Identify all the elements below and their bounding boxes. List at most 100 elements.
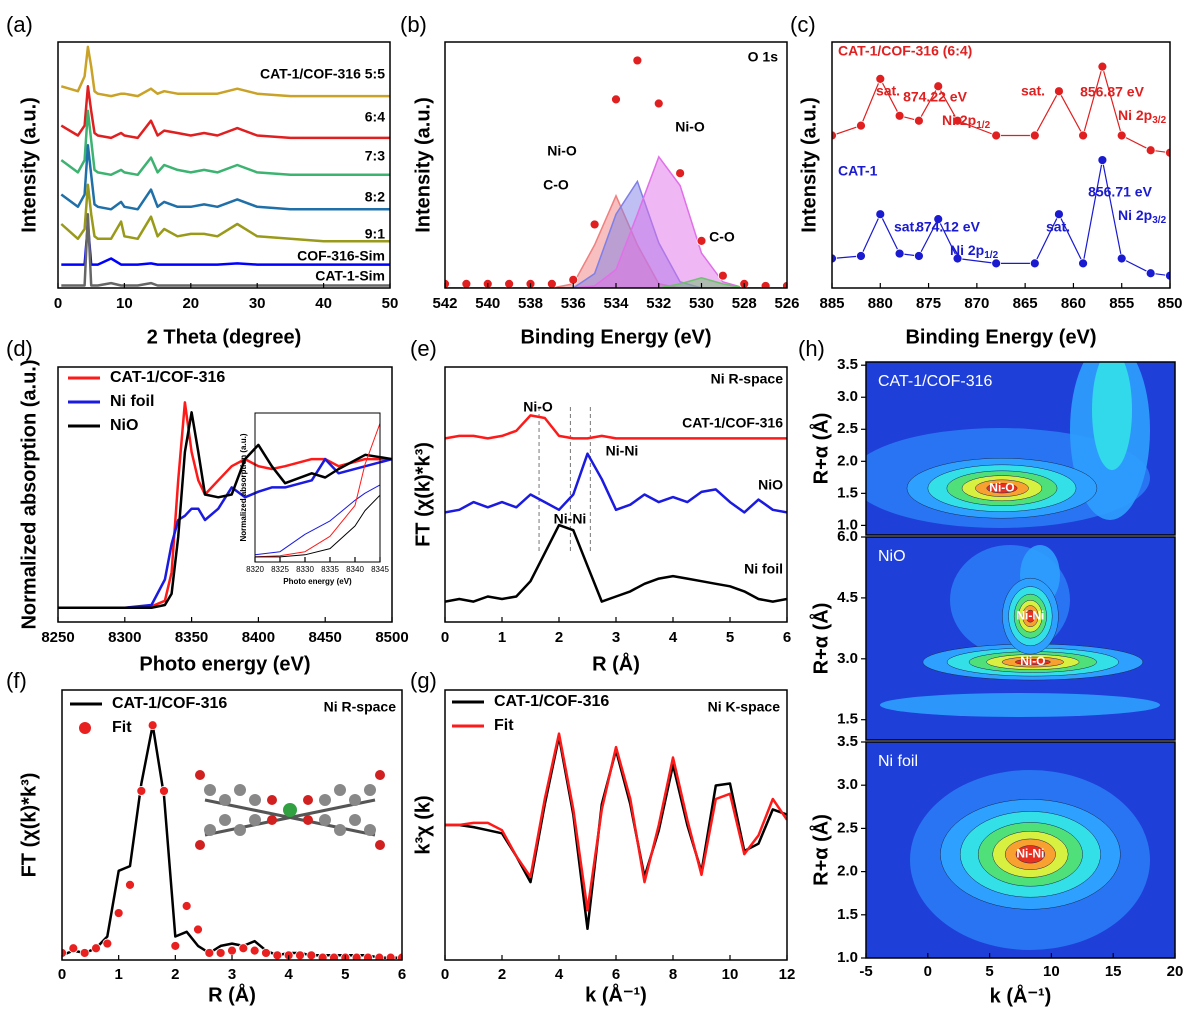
series-line bbox=[60, 144, 390, 211]
x-tick-label: 8250 bbox=[41, 629, 74, 646]
legend-label: CAT-1/COF-316 bbox=[112, 695, 227, 712]
data-point bbox=[193, 924, 203, 935]
series-line bbox=[445, 735, 787, 931]
panel: Ni-Ni Ni foil k (Å⁻¹) R+α (Å) -5 0 5 10 15 20 1.0 1… bbox=[808, 733, 1183, 1007]
series-line bbox=[60, 45, 390, 98]
x-tick-label: 8320 bbox=[246, 565, 264, 574]
x-axis-label: Binding Energy (eV) bbox=[520, 326, 711, 348]
x-tick-label: 6 bbox=[398, 966, 406, 983]
x-tick-label: 10 bbox=[116, 295, 133, 312]
data-point bbox=[170, 941, 181, 951]
x-tick-label: 6 bbox=[783, 629, 791, 646]
data-point bbox=[397, 952, 402, 960]
series-line bbox=[255, 484, 380, 556]
panel-letter: (g) bbox=[410, 668, 437, 693]
y-tick-label: 3.0 bbox=[837, 388, 858, 405]
x-tick-label: 4 bbox=[555, 966, 564, 983]
panel-letter: (f) bbox=[6, 668, 27, 693]
annotation: 856.87 eV bbox=[1080, 84, 1144, 100]
series-line bbox=[445, 523, 787, 603]
y-axis-label: k³χ (k) bbox=[412, 795, 434, 854]
peak-label: Ni-Ni bbox=[1016, 608, 1044, 622]
y-tick-label: 3.5 bbox=[837, 356, 858, 373]
data-point bbox=[568, 274, 579, 285]
map-title: NiO bbox=[878, 548, 906, 565]
x-tick-label: 8450 bbox=[309, 629, 342, 646]
x-tick-label: 8330 bbox=[296, 565, 314, 574]
annotation-main: Ni 2p bbox=[1118, 207, 1152, 223]
axes-frame bbox=[57, 41, 391, 289]
series-label: 9:1 bbox=[365, 226, 385, 242]
map-title: CAT-1/COF-316 bbox=[878, 373, 993, 390]
data-point bbox=[856, 120, 866, 131]
x-tick-label: 5 bbox=[985, 963, 993, 980]
annotation-main: Ni 2p bbox=[1118, 107, 1152, 123]
y-tick-label: 2.5 bbox=[837, 420, 858, 437]
series-line bbox=[58, 457, 392, 610]
x-axis-label: k (Å⁻¹) bbox=[585, 982, 647, 1006]
data-point bbox=[317, 952, 328, 960]
peak bbox=[940, 799, 1121, 910]
x-tick-label: 538 bbox=[518, 295, 543, 312]
data-point bbox=[261, 948, 271, 958]
x-tick-label: 542 bbox=[432, 295, 457, 312]
data-point bbox=[363, 952, 373, 960]
x-tick-label: -5 bbox=[859, 963, 872, 980]
data-point bbox=[68, 943, 79, 954]
annotation: 856.71 eV bbox=[1088, 184, 1152, 200]
data-point bbox=[102, 938, 113, 949]
peak-label: Ni-Ni bbox=[1016, 846, 1044, 860]
x-tick-label: 855 bbox=[1109, 295, 1134, 312]
series-line bbox=[445, 732, 787, 912]
data-point bbox=[1029, 130, 1040, 141]
annotation-subscript: 3/2 bbox=[1152, 215, 1166, 226]
annotation: sat. bbox=[894, 219, 918, 235]
annotation-subscript: 1/2 bbox=[976, 120, 990, 131]
x-tick-label: 0 bbox=[54, 295, 62, 312]
annotation: C-O bbox=[709, 229, 735, 245]
data-point bbox=[653, 98, 664, 109]
molecule-sketch bbox=[195, 770, 385, 850]
data-point bbox=[204, 948, 215, 958]
series-line bbox=[61, 212, 390, 287]
data-point bbox=[1165, 270, 1170, 281]
plot-area bbox=[445, 55, 787, 288]
x-tick-label: 2 bbox=[498, 966, 506, 983]
data-point bbox=[1029, 258, 1040, 269]
series-label: COF-316-Sim bbox=[297, 248, 385, 264]
data-point bbox=[1078, 258, 1088, 269]
data-point bbox=[1145, 268, 1156, 279]
x-tick-label: 534 bbox=[603, 295, 629, 312]
data-point bbox=[385, 952, 396, 960]
x-tick-label: 4 bbox=[284, 966, 293, 983]
x-axis-label: k (Å⁻¹) bbox=[990, 983, 1052, 1007]
data-point bbox=[272, 950, 283, 960]
data-point bbox=[215, 948, 226, 958]
annotation: Ni-Ni bbox=[554, 511, 587, 527]
series-label: CAT-1/COF-316 5:5 bbox=[260, 66, 385, 82]
y-tick-label: 1.5 bbox=[837, 484, 858, 501]
annotation: Ni K-space bbox=[708, 699, 781, 715]
series-label: CAT-1-Sim bbox=[315, 268, 385, 284]
y-axis-label: Normalized absorption (a.u.) bbox=[239, 433, 248, 541]
annotation: Ni 2p3/2 bbox=[1118, 107, 1167, 126]
annotation: Ni R-space bbox=[324, 699, 397, 715]
series-label: CAT-1/COF-316 (6:4) bbox=[838, 43, 972, 59]
x-tick-label: 1 bbox=[498, 629, 506, 646]
data-point bbox=[181, 901, 192, 911]
data-point bbox=[1165, 147, 1170, 158]
series-line bbox=[58, 401, 392, 610]
plot-area bbox=[866, 742, 1175, 958]
fit-component bbox=[445, 155, 787, 288]
contour-layer bbox=[1015, 658, 1051, 666]
data-point bbox=[832, 130, 837, 141]
data-point bbox=[79, 948, 90, 958]
series-line bbox=[445, 452, 787, 514]
legend-label: CAT-1/COF-316 bbox=[110, 369, 225, 386]
series-label: Ni foil bbox=[744, 561, 783, 577]
panel: Ni-O CAT-1/COF-316 (h) R+α (Å) 1.0 1.5 2.0 2.5 3… bbox=[798, 336, 1176, 536]
y-axis-label: FT (χ(k)*k³) bbox=[412, 442, 434, 547]
data-point bbox=[1078, 130, 1088, 141]
axes-frame bbox=[57, 366, 393, 623]
x-tick-label: 532 bbox=[646, 295, 671, 312]
